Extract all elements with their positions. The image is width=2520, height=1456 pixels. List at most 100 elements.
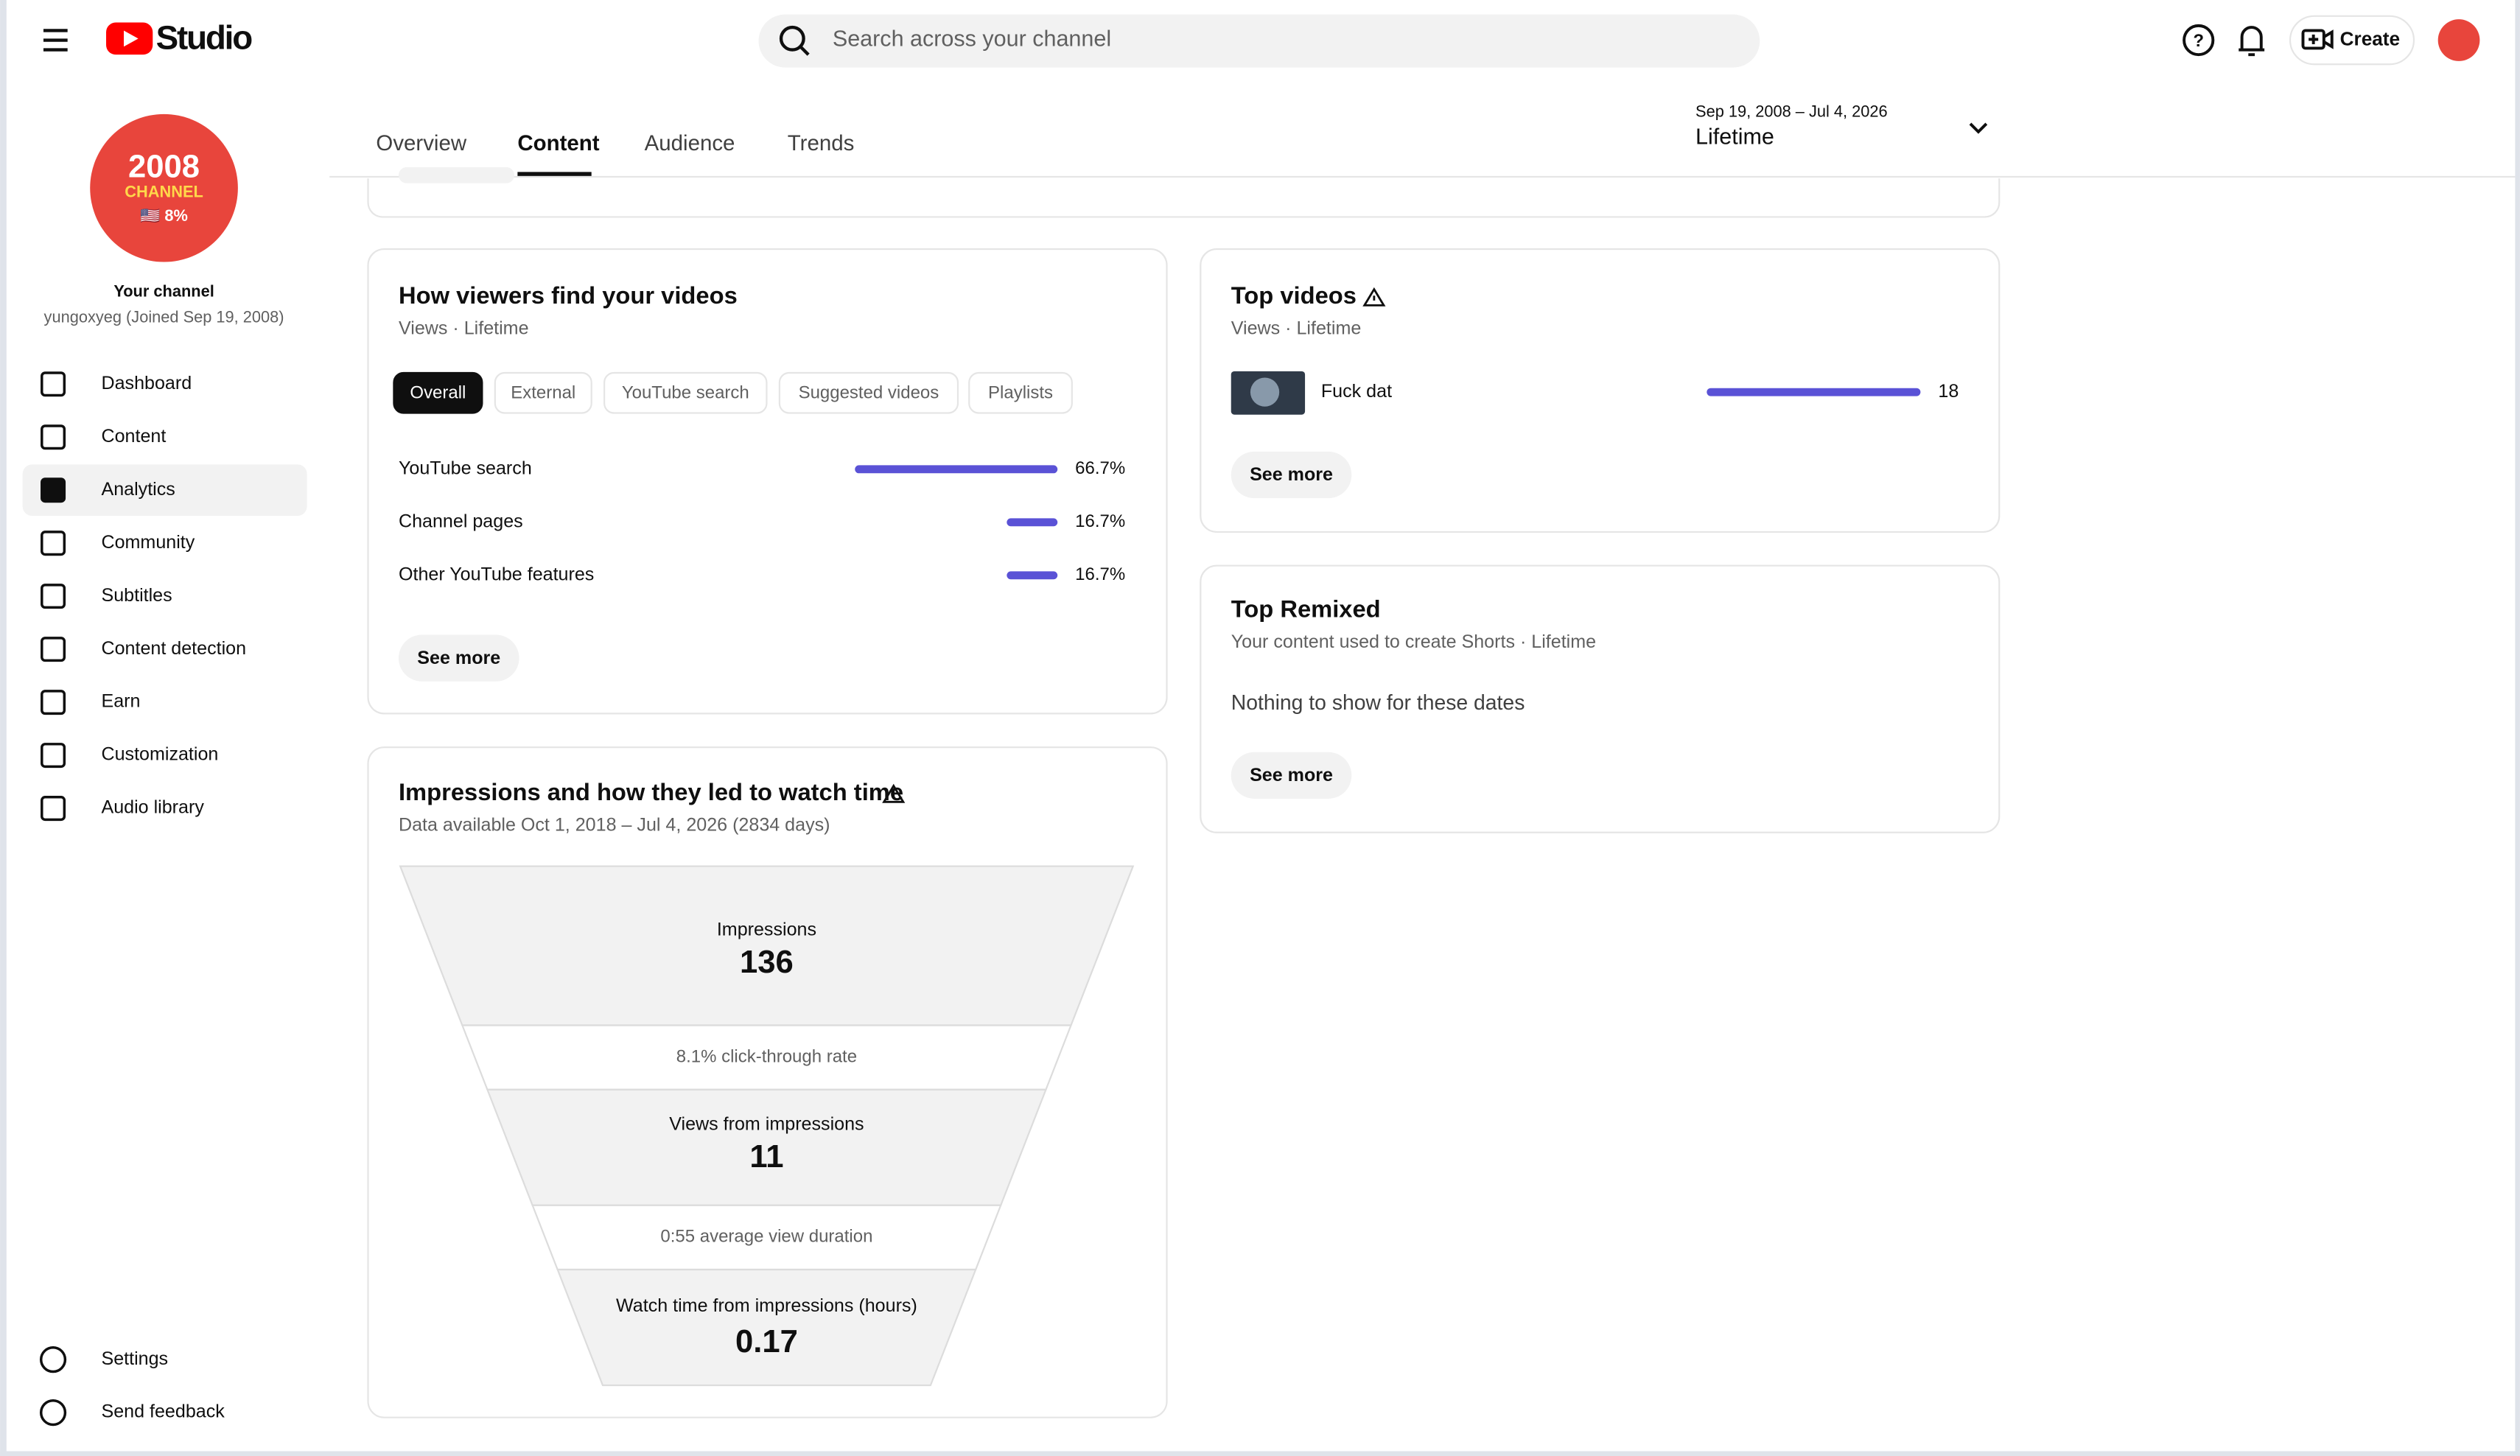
logo[interactable]: Studio: [106, 19, 253, 57]
nav-label[interactable]: Earn: [101, 691, 140, 712]
nav-label[interactable]: Analytics: [101, 479, 175, 500]
card-title: Top videos: [1231, 281, 1357, 309]
account-avatar[interactable]: [2437, 19, 2480, 61]
filter-chip[interactable]: [603, 371, 768, 414]
pill-partial: [398, 167, 515, 183]
chip-label: YouTube search: [622, 383, 749, 403]
empty-message: Nothing to show for these dates: [1231, 691, 1525, 715]
tab[interactable]: Audience: [645, 131, 735, 155]
nav-label[interactable]: Subtitles: [101, 585, 172, 606]
search-icon: [779, 25, 810, 56]
frame-right: [2515, 0, 2520, 1456]
create-label: Create: [2340, 27, 2400, 49]
source-value: 16.7%: [1075, 564, 1125, 584]
card-subtitle: Views · Lifetime: [399, 318, 529, 339]
see-more-button[interactable]: [1231, 752, 1352, 799]
thumbnail-detail: [1250, 377, 1280, 407]
nav-icon: [41, 690, 66, 715]
source-value: 16.7%: [1075, 511, 1125, 531]
hamburger[interactable]: [43, 29, 68, 52]
card-title: Impressions and how they led to watch ti…: [399, 778, 903, 805]
logo-text: Studio: [156, 19, 253, 57]
nav-icon: [41, 371, 66, 397]
funnel-rate: 0:55 average view duration: [660, 1227, 872, 1247]
filter-chip[interactable]: [968, 371, 1073, 414]
frame-left: [0, 0, 7, 1456]
nav-icon: [41, 743, 66, 769]
funnel-value: 136: [740, 945, 794, 980]
card-subtitle: Your content used to create Shorts · Lif…: [1231, 631, 1596, 652]
nav-icon: [41, 531, 66, 556]
filter-chip[interactable]: [778, 371, 959, 414]
date-range: Sep 19, 2008 – Jul 4, 2026: [1695, 102, 1888, 120]
avatar-line: CHANNEL: [125, 182, 203, 200]
filter-chip[interactable]: [494, 371, 592, 414]
source-bar: [1007, 518, 1058, 527]
funnel-rate: 8.1% click-through rate: [676, 1046, 857, 1066]
nav-label[interactable]: Content: [101, 426, 166, 447]
traffic-card: [367, 248, 1168, 715]
nav-icon: [39, 1346, 67, 1373]
source-value: 66.7%: [1075, 458, 1125, 478]
create-button[interactable]: [2289, 15, 2415, 66]
nav-icon: [41, 477, 66, 503]
funnel: [399, 865, 1135, 1387]
source-label: Other YouTube features: [399, 564, 594, 584]
tab[interactable]: Trends: [788, 131, 855, 155]
nav-label[interactable]: Customization: [101, 744, 218, 765]
svg-text:?: ?: [2193, 31, 2204, 51]
views-bar: [1707, 388, 1921, 396]
top-videos-card: [1200, 248, 2001, 533]
nav-label[interactable]: Send feedback: [101, 1401, 225, 1422]
source-bar: [1007, 571, 1058, 580]
video-title[interactable]: Fuck dat: [1321, 381, 1392, 402]
nav-active-bg: [22, 464, 307, 517]
nav-label[interactable]: Audio library: [101, 797, 204, 818]
tab[interactable]: Content: [517, 131, 599, 155]
search-placeholder: Search across your channel: [833, 27, 1111, 52]
nav-label[interactable]: Content detection: [101, 638, 246, 659]
warning-icon[interactable]: [882, 783, 906, 803]
tab-underline: [517, 172, 592, 176]
filter-chip[interactable]: [393, 371, 483, 414]
nav-icon: [41, 637, 66, 662]
help-icon[interactable]: ?: [2183, 24, 2215, 57]
see-more-button[interactable]: [1231, 451, 1352, 499]
avatar-line: 🇺🇸 8%: [140, 206, 188, 225]
warning-icon[interactable]: [1362, 287, 1386, 307]
date-chevron[interactable]: [1969, 122, 1988, 134]
funnel-label: Watch time from impressions (hours): [616, 1295, 917, 1316]
nav-label[interactable]: Dashboard: [101, 373, 192, 393]
nav-icon: [41, 584, 66, 609]
views-value: 18: [1938, 381, 1959, 402]
card-subtitle: Views · Lifetime: [1231, 318, 1362, 339]
card-title: How viewers find your videos: [399, 281, 738, 309]
source-bar: [855, 465, 1058, 474]
card-subtitle: Data available Oct 1, 2018 – Jul 4, 2026…: [399, 815, 830, 836]
nav-icon: [41, 796, 66, 822]
see-more-button[interactable]: [398, 634, 519, 682]
funnel-value: 11: [749, 1139, 783, 1175]
search-box[interactable]: [758, 14, 1760, 68]
date-label[interactable]: Lifetime: [1695, 125, 1774, 150]
channel-subtitle: yungoxyeg (Joined Sep 19, 2008): [44, 308, 284, 326]
card-title: Top Remixed: [1231, 595, 1381, 622]
chip-label: External: [511, 383, 575, 403]
top-remixed-card: [1200, 564, 2001, 833]
see-more-label: See more: [1250, 464, 1333, 485]
chip-label: Playlists: [988, 383, 1053, 403]
nav-label[interactable]: Community: [101, 532, 195, 553]
card-partial: [367, 178, 2001, 218]
create-icon: [2301, 29, 2334, 50]
bell-icon[interactable]: [2239, 26, 2265, 57]
funnel-label: Views from impressions: [669, 1113, 864, 1134]
nav-label[interactable]: Settings: [101, 1348, 168, 1369]
source-label: YouTube search: [399, 458, 532, 478]
tab[interactable]: Overview: [376, 131, 466, 155]
channel-avatar[interactable]: [90, 113, 238, 262]
see-more-label: See more: [1250, 765, 1333, 785]
avatar-line: 2008: [128, 150, 200, 185]
nav-icon: [41, 424, 66, 450]
funnel-segment: [556, 1268, 977, 1387]
